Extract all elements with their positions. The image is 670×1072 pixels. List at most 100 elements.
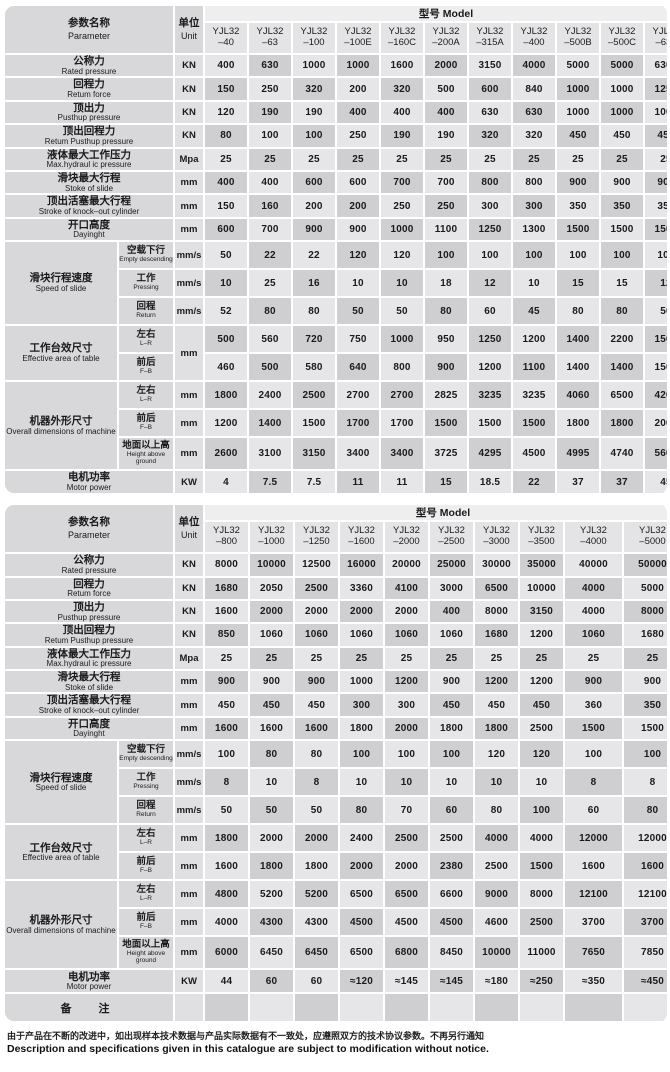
label-en: Pusthup pressure (57, 612, 121, 622)
value-cell: 400 (381, 101, 423, 124)
value-cell: 25 (337, 148, 379, 170)
value-cell: 1500 (520, 853, 563, 880)
value-cell: 250 (249, 78, 291, 100)
value-cell: 25 (295, 647, 338, 670)
table-row: 工作 Pressing mm/s 8 10 8 10 10 10 10 10 8 8 (5, 769, 667, 796)
value-cell: 630 (513, 101, 555, 124)
value-cell: 40000 (565, 554, 622, 576)
unit-cell: mm (175, 382, 203, 409)
label-cn: 空载下行 (126, 245, 165, 257)
value-cell: 300 (469, 195, 511, 217)
label-cn: 滑块行程速度 (29, 272, 93, 285)
model-cell: YJL32 –500B (557, 23, 599, 53)
unit-cell: KW (175, 471, 203, 494)
value-cell: 900 (295, 671, 338, 693)
value-cell: 70 (385, 797, 428, 824)
label-en: Parameter (67, 30, 111, 41)
value-cell: 300 (385, 694, 428, 716)
table-row: 电机功率 Motor power KW 4 7.5 7.5 11 11 15 18.5 22 37 37… (5, 471, 667, 494)
spec-tables: 参数名称 Parameter 单位 Unit 型号 Model YJL32 –40 YJL32… (3, 4, 667, 1024)
value-cell: 25 (557, 148, 599, 170)
row-label: 顶出回程力 Retum Pusthup pressure (5, 624, 173, 646)
unit-cell: mm/s (175, 769, 203, 796)
table-row: 公称力 Rated pressure KN 8000 10000 12500 16000 20… (5, 554, 667, 576)
unit-cell: KN (175, 577, 203, 599)
value-cell: 400 (205, 55, 247, 77)
value-cell: 500 (249, 354, 291, 381)
value-cell: 25 (385, 647, 428, 670)
value-cell: 3000 (430, 577, 473, 599)
value-cell: 6500 (601, 382, 643, 409)
row-sublabel: 回程 Return (119, 298, 173, 325)
value-cell: 4500 (385, 909, 428, 936)
label-cn: 液体最大工作压力 (47, 148, 131, 161)
label-en: Max.hydraul ic pressure (46, 160, 132, 170)
value-cell: 2500 (520, 909, 563, 936)
value-cell: 25 (624, 647, 667, 670)
value-cell: 10 (250, 769, 293, 796)
value-cell: 4000 (205, 909, 248, 936)
value-cell: 600 (205, 218, 247, 241)
value-cell: 11000 (520, 937, 563, 969)
value-cell: 1500 (645, 326, 667, 353)
value-cell: 6450 (295, 937, 338, 969)
value-cell: 4740 (601, 438, 643, 470)
label-en: Overall dimensions of machine (6, 426, 116, 436)
value-cell: 100 (469, 242, 511, 269)
value-cell: 1500 (293, 410, 335, 437)
value-cell: 120 (475, 741, 518, 768)
value-cell: 450 (205, 694, 248, 716)
unit-cell: mm (175, 438, 203, 470)
value-cell: 120 (205, 101, 247, 124)
value-cell: 4000 (513, 55, 555, 77)
label-cn: 前后 (136, 413, 156, 425)
model-cell: YJL32 –3500 (520, 522, 563, 553)
value-cell (624, 994, 667, 1022)
value-cell: 2000 (385, 600, 428, 623)
label-cn: 前后 (136, 357, 156, 369)
unit-cell: mm (175, 937, 203, 969)
remark-label: 备 注 (60, 1002, 118, 1015)
value-cell: 1200 (520, 624, 563, 646)
value-cell: 15 (425, 471, 467, 494)
value-cell: 700 (425, 171, 467, 194)
value-cell: 7850 (624, 937, 667, 969)
value-cell: 750 (337, 326, 379, 353)
value-cell: ≈250 (520, 970, 563, 993)
unit-cell: mm/s (175, 797, 203, 824)
value-cell: 16 (293, 270, 335, 297)
label-en: Motor power (66, 483, 112, 493)
value-cell: 250 (425, 195, 467, 217)
unit-cell: Mpa (175, 647, 203, 670)
label-en: Dayinght (73, 729, 105, 739)
value-cell: 1500 (513, 410, 555, 437)
row-label: 公称力 Rated pressure (5, 554, 173, 576)
label-en: Dayinght (73, 230, 105, 240)
value-cell: 2000 (385, 853, 428, 880)
model-header: 型号 Model (205, 505, 667, 521)
value-cell: 100 (624, 741, 667, 768)
footnote-chinese: 由于产品在不断的改进中，如出现样本技术数据与产品实际数据有不一致处，应遵照双方的… (7, 1031, 485, 1042)
value-cell: 2000 (295, 600, 338, 623)
value-cell: ≈180 (475, 970, 518, 993)
value-cell: 450 (430, 694, 473, 716)
model-cell: YJL32 –500C (601, 23, 643, 53)
value-cell: 850 (205, 624, 248, 646)
value-cell: 100 (385, 741, 428, 768)
row-label: 液体最大工作压力 Max.hydraul ic pressure (5, 647, 173, 670)
row-sublabel: 地面以上高 Height above ground (119, 937, 173, 969)
value-cell: 80 (205, 125, 247, 147)
value-cell: 320 (293, 78, 335, 100)
footnote-english: Description and specifications given in … (7, 1043, 489, 1056)
row-label: 顶出活塞最大行程 Stroke of knock–out cylinder (5, 195, 173, 217)
table-row: 液体最大工作压力 Max.hydraul ic pressure Mpa 25 25 25… (5, 647, 667, 670)
value-cell: 450 (295, 694, 338, 716)
table-row: 顶出力 Pusthup pressure KN 120 190 190 400 400 400 6… (5, 101, 667, 124)
value-cell: 22 (513, 471, 555, 494)
value-cell: 1600 (205, 853, 248, 880)
value-cell: 25 (293, 148, 335, 170)
label-en: Motor power (66, 982, 112, 992)
value-cell: 450 (520, 694, 563, 716)
value-cell: 25000 (430, 554, 473, 576)
